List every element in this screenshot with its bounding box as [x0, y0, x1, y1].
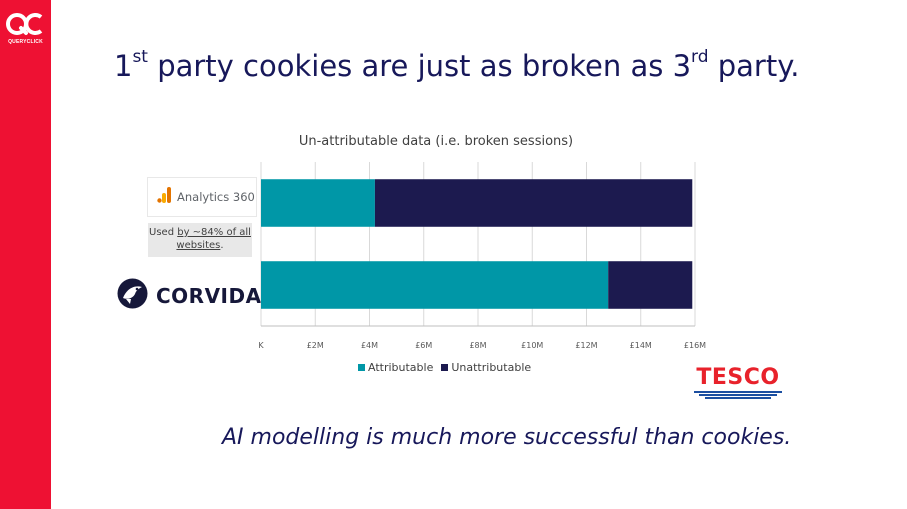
x-tick-label-7: £14M: [630, 341, 652, 350]
queryclick-logo-icon: [6, 10, 44, 50]
chart-legend: Attributable Unattributable: [358, 361, 539, 374]
legend-item-attributable: Attributable: [358, 361, 433, 374]
tesco-label: TESCO: [696, 365, 780, 390]
analytics-360-logo: Analytics 360: [147, 177, 257, 217]
x-tick-label-3: £6M: [415, 341, 432, 350]
x-tick-label-5: £10M: [521, 341, 543, 350]
legend-item-unattributable: Unattributable: [441, 361, 531, 374]
tesco-logo: TESCO: [694, 367, 782, 399]
bar-unattributable-1: [608, 261, 693, 309]
legend-label-attributable: Attributable: [368, 361, 434, 374]
usage-link[interactable]: by ~84% of all websites: [176, 227, 251, 251]
corvidae-logo: CORVIDAE: [117, 278, 276, 314]
x-tick-label-1: £2M: [307, 341, 324, 350]
analytics-usage-note: Used by ~84% of all websites.: [148, 223, 252, 257]
bar-unattributable-0: [374, 179, 693, 227]
x-tick-label-0: K: [258, 341, 264, 350]
tesco-stripes-icon: [694, 391, 782, 399]
analytics-360-label: Analytics 360: [177, 190, 255, 204]
page-title: 1st party cookies are just as broken as …: [114, 47, 800, 83]
stacked-bar-chart: K £2M £4M £6M £8M £10M £12M £14M £16M: [258, 162, 706, 350]
legend-swatch-unattributable: [441, 364, 449, 371]
bar-attributable-0: [261, 179, 375, 227]
footer-text: AI modelling is much more successful tha…: [222, 425, 792, 450]
analytics-bars-icon: [157, 186, 171, 208]
legend-label-unattributable: Unattributable: [451, 361, 532, 374]
x-tick-label-2: £4M: [361, 341, 378, 350]
brand-name: QUERYCLICK: [8, 39, 43, 45]
chart-title: Un-attributable data (i.e. broken sessio…: [298, 134, 574, 149]
x-tick-label-8: £16M: [684, 341, 706, 350]
legend-swatch-attributable: [358, 364, 365, 371]
corvidae-label: CORVIDAE: [156, 284, 276, 308]
brand-sidebar: QUERYCLICK: [0, 0, 51, 509]
corvidae-bird-icon: [117, 278, 148, 314]
bar-attributable-1: [261, 261, 609, 309]
x-tick-label-6: £12M: [575, 341, 597, 350]
x-tick-label-4: £8M: [469, 341, 486, 350]
